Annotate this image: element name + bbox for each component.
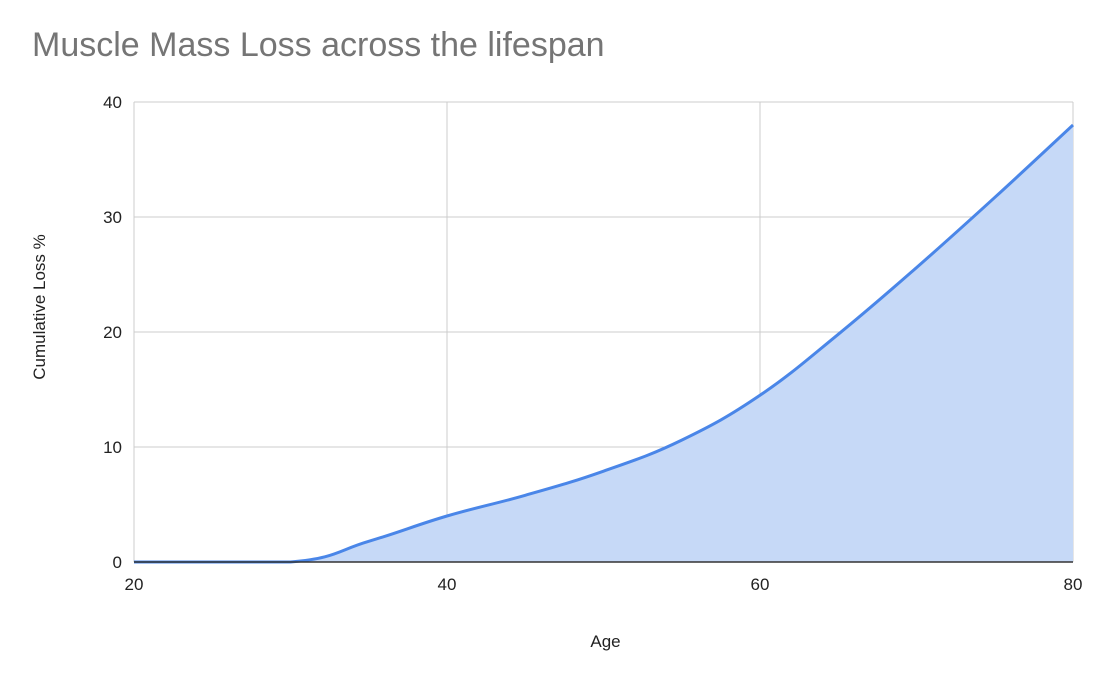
y-tick-label: 20 [103,323,122,342]
y-tick-label: 10 [103,438,122,457]
area-fill [134,125,1073,562]
x-tick-label: 80 [1064,575,1083,594]
y-tick-label: 30 [103,208,122,227]
x-tick-labels: 20 40 60 80 [125,575,1083,594]
y-axis-title: Cumulative Loss % [30,234,49,380]
x-tick-label: 40 [438,575,457,594]
x-tick-label: 60 [751,575,770,594]
y-tick-label: 40 [103,93,122,112]
y-tick-labels: 0 10 20 30 40 [103,93,122,572]
series-line [134,123,1075,564]
y-tick-label: 0 [113,553,122,572]
chart-title: Muscle Mass Loss across the lifespan [32,26,605,64]
x-tick-label: 20 [125,575,144,594]
x-axis-title: Age [590,632,620,651]
